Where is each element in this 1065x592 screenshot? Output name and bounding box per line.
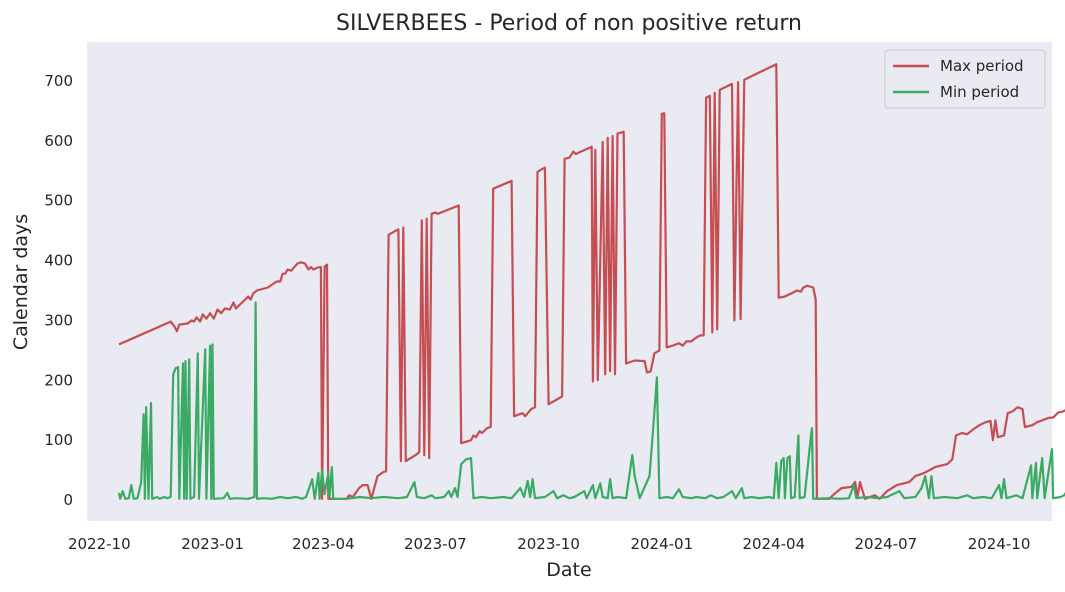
y-axis-title: Calendar days [10,214,32,350]
plot-background [87,42,1052,521]
series-line-min-period [117,301,1065,500]
legend-label-max-period: Max period [940,57,1024,75]
y-tick-label: 0 [63,491,73,509]
chart-title: SILVERBEES - Period of non positive retu… [336,11,802,36]
x-tick-label: 2022-10 [68,535,131,553]
x-tick-label: 2023-07 [404,535,467,553]
x-tick-label: 2024-01 [630,535,693,553]
series-layer [117,63,1065,500]
x-tick-label: 2024-04 [742,535,805,553]
x-axis-title: Date [546,559,591,581]
legend-label-min-period: Min period [940,83,1019,101]
y-tick-label: 400 [44,252,73,270]
x-axis-ticks: 2022-10 2023-01 2023-04 2023-07 2023-10 2024-… [68,535,1030,553]
x-tick-label: 2024-07 [854,535,917,553]
x-tick-label: 2023-04 [292,535,355,553]
x-tick-label: 2024-10 [968,535,1031,553]
y-axis-ticks: 0 100 200 300 400 500 600 700 [44,72,73,509]
x-tick-label: 2023-10 [517,535,580,553]
legend: Max period Min period [884,49,1046,109]
x-tick-label: 2023-01 [181,535,244,553]
y-tick-label: 500 [44,192,73,210]
y-tick-label: 100 [44,431,73,449]
y-tick-label: 200 [44,371,73,389]
series-line-max-period [118,63,1065,500]
y-tick-label: 300 [44,311,73,329]
y-tick-label: 700 [44,72,73,90]
y-tick-label: 600 [44,132,73,150]
legend-box [884,49,1046,109]
